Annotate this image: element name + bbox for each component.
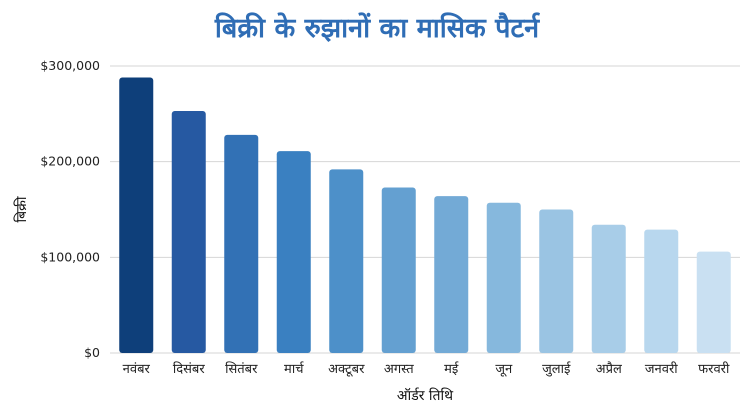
x-tick-label: मार्च [284, 361, 304, 377]
bar [644, 229, 679, 353]
chart-title: बिक्री के रुझानों का मासिक पैटर्न [214, 13, 540, 44]
bar [119, 77, 154, 353]
x-axis-title: ऑर्डर तिथि [397, 387, 454, 404]
x-tick-label: फरवरी [698, 361, 730, 377]
x-category-labels: नवंबर दिसंबर सितंबर मार्च अक्टूबर अगस्त मई जून ज… [123, 361, 730, 377]
bar [171, 110, 206, 353]
x-tick-label: अप्रैल [596, 361, 622, 377]
bar [224, 134, 259, 353]
y-tick-labels: $0 $100,000 $200,000 $300,000 [40, 58, 100, 360]
bar [696, 251, 731, 353]
bar [486, 202, 521, 353]
x-tick-label: जून [495, 362, 513, 377]
bar [539, 209, 574, 353]
grid-lines [110, 65, 740, 354]
bar [591, 224, 626, 353]
y-tick-label: $0 [84, 345, 100, 360]
x-tick-label: दिसंबर [173, 361, 205, 377]
x-tick-label: सितंबर [225, 361, 258, 377]
x-tick-label: जुलाई [542, 361, 571, 377]
y-tick-label: $300,000 [40, 58, 100, 73]
bar [434, 196, 469, 353]
y-tick-label: $100,000 [40, 249, 100, 264]
x-tick-label: जनवरी [645, 361, 678, 377]
x-tick-label: अक्टूबर [328, 362, 365, 377]
bar [329, 169, 364, 353]
bar [381, 187, 416, 353]
x-tick-label: नवंबर [123, 362, 151, 377]
y-tick-label: $200,000 [40, 154, 100, 169]
y-axis-title: बिक्री [13, 196, 30, 222]
x-tick-label: अगस्त [384, 362, 414, 377]
bar [276, 151, 311, 353]
bars [119, 77, 731, 353]
x-tick-label: मई [444, 361, 459, 377]
